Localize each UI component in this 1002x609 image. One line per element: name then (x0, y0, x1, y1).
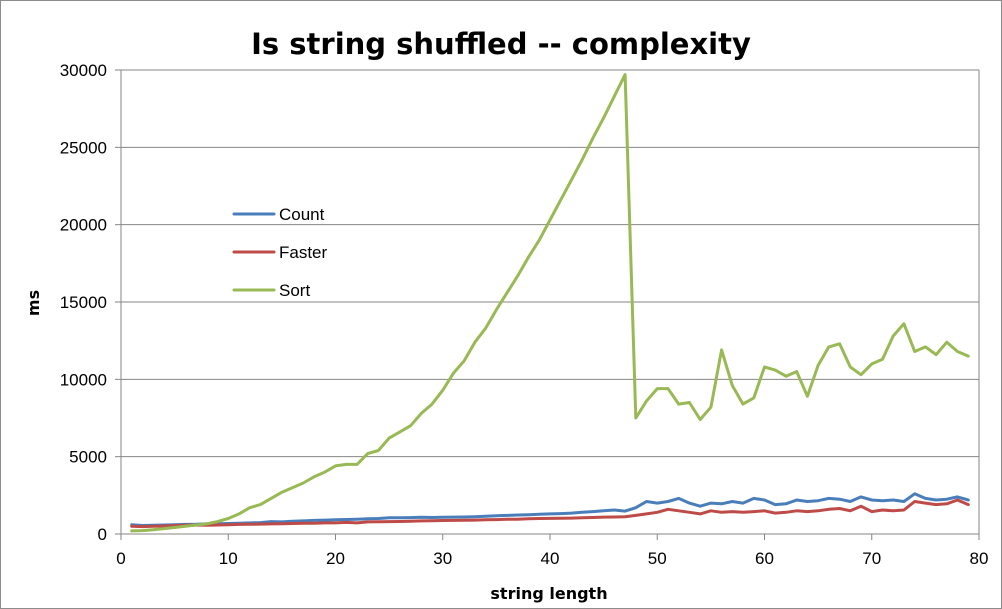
y-tick-label: 25000 (60, 138, 107, 157)
legend-label-count: Count (279, 205, 325, 224)
x-tick-label: 10 (219, 549, 238, 568)
x-tick-label: 40 (541, 549, 560, 568)
y-tick-label: 0 (98, 525, 107, 544)
series-line-count (130, 492, 970, 527)
legend-label-faster: Faster (279, 243, 328, 262)
x-tick-label: 20 (326, 549, 345, 568)
axes: 0 5000 10000 15000 20000 25000 30000 0 10 20 30 40 5… (60, 61, 989, 568)
x-tick-label: 80 (970, 549, 989, 568)
y-tick-label: 15000 (60, 293, 107, 312)
y-tick-label: 30000 (60, 61, 107, 80)
series-line-faster (130, 498, 970, 529)
legend-label-sort: Sort (279, 281, 310, 300)
legend: Count Faster Sort (232, 205, 328, 300)
x-axis-title: string length (490, 584, 607, 603)
y-tick-label: 10000 (60, 370, 107, 389)
x-tick-label: 70 (862, 549, 881, 568)
series-lines (130, 73, 970, 533)
series-line-sort (130, 73, 970, 533)
x-tick-label: 60 (755, 549, 774, 568)
x-tick-label: 0 (116, 549, 125, 568)
x-tick-label: 50 (648, 549, 667, 568)
y-tick-label: 5000 (69, 448, 107, 467)
gridlines (121, 69, 980, 534)
x-tick-label: 30 (433, 549, 452, 568)
y-axis-title: ms (24, 290, 43, 316)
chart-title: Is string shuffled -- complexity (251, 27, 751, 61)
y-tick-label: 20000 (60, 216, 107, 235)
